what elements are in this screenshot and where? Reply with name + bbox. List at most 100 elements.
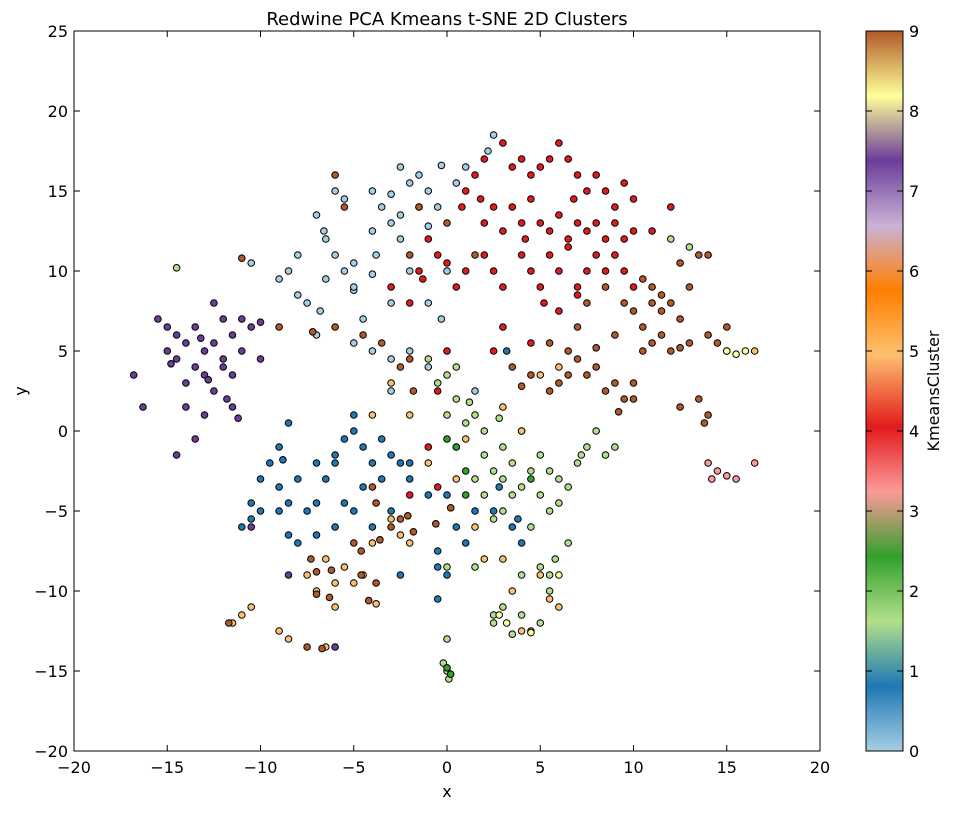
data-point-cluster-11 [396, 363, 405, 371]
data-point-cluster-6 [396, 531, 405, 539]
data-point-cluster-11 [676, 315, 684, 323]
data-point-cluster-11 [592, 363, 601, 371]
data-point-cluster-11 [308, 328, 317, 336]
data-point-cluster-1 [331, 459, 339, 467]
colorbar-label: KmeansCluster [924, 330, 943, 451]
data-point-cluster-5 [573, 283, 582, 291]
data-point-cluster-9 [200, 347, 209, 355]
data-point-cluster-5 [508, 163, 517, 171]
data-point-cluster-11 [648, 283, 656, 291]
data-point-cluster-11 [377, 339, 386, 347]
data-point-cluster-6 [452, 475, 461, 483]
data-point-cluster-2 [443, 411, 451, 419]
x-tick-label: 10 [623, 758, 643, 777]
data-point-cluster-5 [433, 483, 442, 491]
data-point-cluster-1 [294, 539, 302, 547]
data-point-cluster-11 [331, 323, 339, 331]
x-tick-label: 20 [810, 758, 830, 777]
data-point-cluster-0 [320, 227, 328, 235]
data-point-cluster-1 [396, 459, 405, 467]
data-point-cluster-5 [471, 171, 479, 179]
data-point-cluster-9 [219, 315, 227, 323]
data-point-cluster-6 [499, 403, 507, 411]
data-point-cluster-0 [415, 171, 423, 179]
colorbar-tick-label: 3 [909, 502, 919, 521]
data-point-cluster-6 [303, 571, 311, 579]
data-point-cluster-5 [424, 443, 433, 451]
data-point-cluster-2 [536, 619, 545, 627]
data-point-cluster-6 [750, 347, 759, 355]
data-point-cluster-11 [704, 251, 712, 259]
data-point-cluster-6 [247, 603, 255, 611]
data-point-cluster-9 [139, 403, 147, 411]
data-point-cluster-5 [517, 155, 526, 163]
data-point-cluster-4 [704, 459, 712, 467]
data-point-cluster-9 [191, 435, 199, 443]
data-point-cluster-5 [499, 283, 507, 291]
data-point-cluster-11 [601, 387, 610, 395]
data-point-cluster-6 [480, 555, 489, 563]
data-point-cluster-2 [611, 443, 619, 451]
data-point-cluster-6 [275, 627, 283, 635]
data-point-cluster-5 [629, 195, 638, 203]
data-point-cluster-11 [545, 387, 554, 395]
data-point-cluster-1 [279, 456, 287, 464]
y-tick-label: −15 [34, 662, 68, 681]
data-point-cluster-1 [350, 507, 358, 515]
data-point-cluster-0 [340, 195, 349, 203]
data-point-cluster-11 [471, 251, 479, 259]
data-point-cluster-9 [284, 571, 293, 579]
data-point-cluster-9 [238, 347, 246, 355]
data-point-cluster-2 [452, 395, 461, 403]
data-point-cluster-5 [536, 163, 545, 171]
data-point-cluster-1 [340, 435, 349, 443]
data-point-cluster-6 [405, 539, 414, 547]
data-point-cluster-9 [228, 403, 237, 411]
data-point-cluster-11 [704, 331, 712, 339]
data-point-cluster-10 [502, 619, 511, 627]
data-point-cluster-2 [480, 451, 489, 459]
data-point-cluster-0 [350, 283, 358, 291]
chart-title: Redwine PCA Kmeans t-SNE 2D Clusters [266, 9, 627, 30]
data-point-cluster-1 [433, 547, 442, 555]
data-point-cluster-3 [527, 475, 535, 483]
data-point-cluster-11 [405, 355, 414, 363]
data-point-cluster-0 [437, 315, 446, 323]
data-point-cluster-9 [238, 315, 246, 323]
data-point-cluster-1 [312, 499, 321, 507]
data-point-cluster-0 [461, 163, 470, 171]
data-point-cluster-0 [350, 259, 358, 267]
data-point-cluster-2 [517, 611, 526, 619]
data-point-cluster-4 [750, 459, 759, 467]
data-point-cluster-1 [284, 499, 293, 507]
data-point-cluster-5 [387, 283, 395, 291]
data-point-cluster-11 [573, 355, 582, 363]
data-point-cluster-5 [601, 267, 610, 275]
data-point-cluster-5 [499, 227, 507, 235]
data-point-cluster-11 [340, 203, 349, 211]
data-point-cluster-5 [433, 387, 442, 395]
data-point-cluster-11 [583, 371, 591, 379]
data-point-cluster-10 [555, 571, 563, 579]
y-tick-label: 25 [48, 22, 68, 41]
data-point-cluster-0 [294, 251, 302, 259]
data-point-cluster-5 [629, 227, 638, 235]
data-point-cluster-2 [551, 555, 560, 563]
data-point-cluster-5 [419, 275, 427, 283]
data-point-cluster-2 [545, 587, 554, 595]
data-point-cluster-5 [424, 235, 433, 243]
data-point-cluster-5 [458, 203, 466, 211]
data-point-cluster-2 [443, 563, 451, 571]
data-point-cluster-6 [350, 579, 358, 587]
data-point-cluster-2 [527, 467, 535, 475]
data-point-cluster-3 [443, 664, 451, 672]
data-point-cluster-11 [695, 251, 703, 259]
data-point-cluster-11 [573, 323, 582, 331]
data-point-cluster-5 [555, 307, 563, 315]
data-point-cluster-5 [620, 267, 629, 275]
data-points [129, 131, 759, 683]
data-point-cluster-3 [461, 491, 470, 499]
data-point-cluster-11 [364, 596, 373, 605]
data-point-cluster-0 [340, 267, 349, 275]
y-tick-label: −5 [44, 502, 68, 521]
